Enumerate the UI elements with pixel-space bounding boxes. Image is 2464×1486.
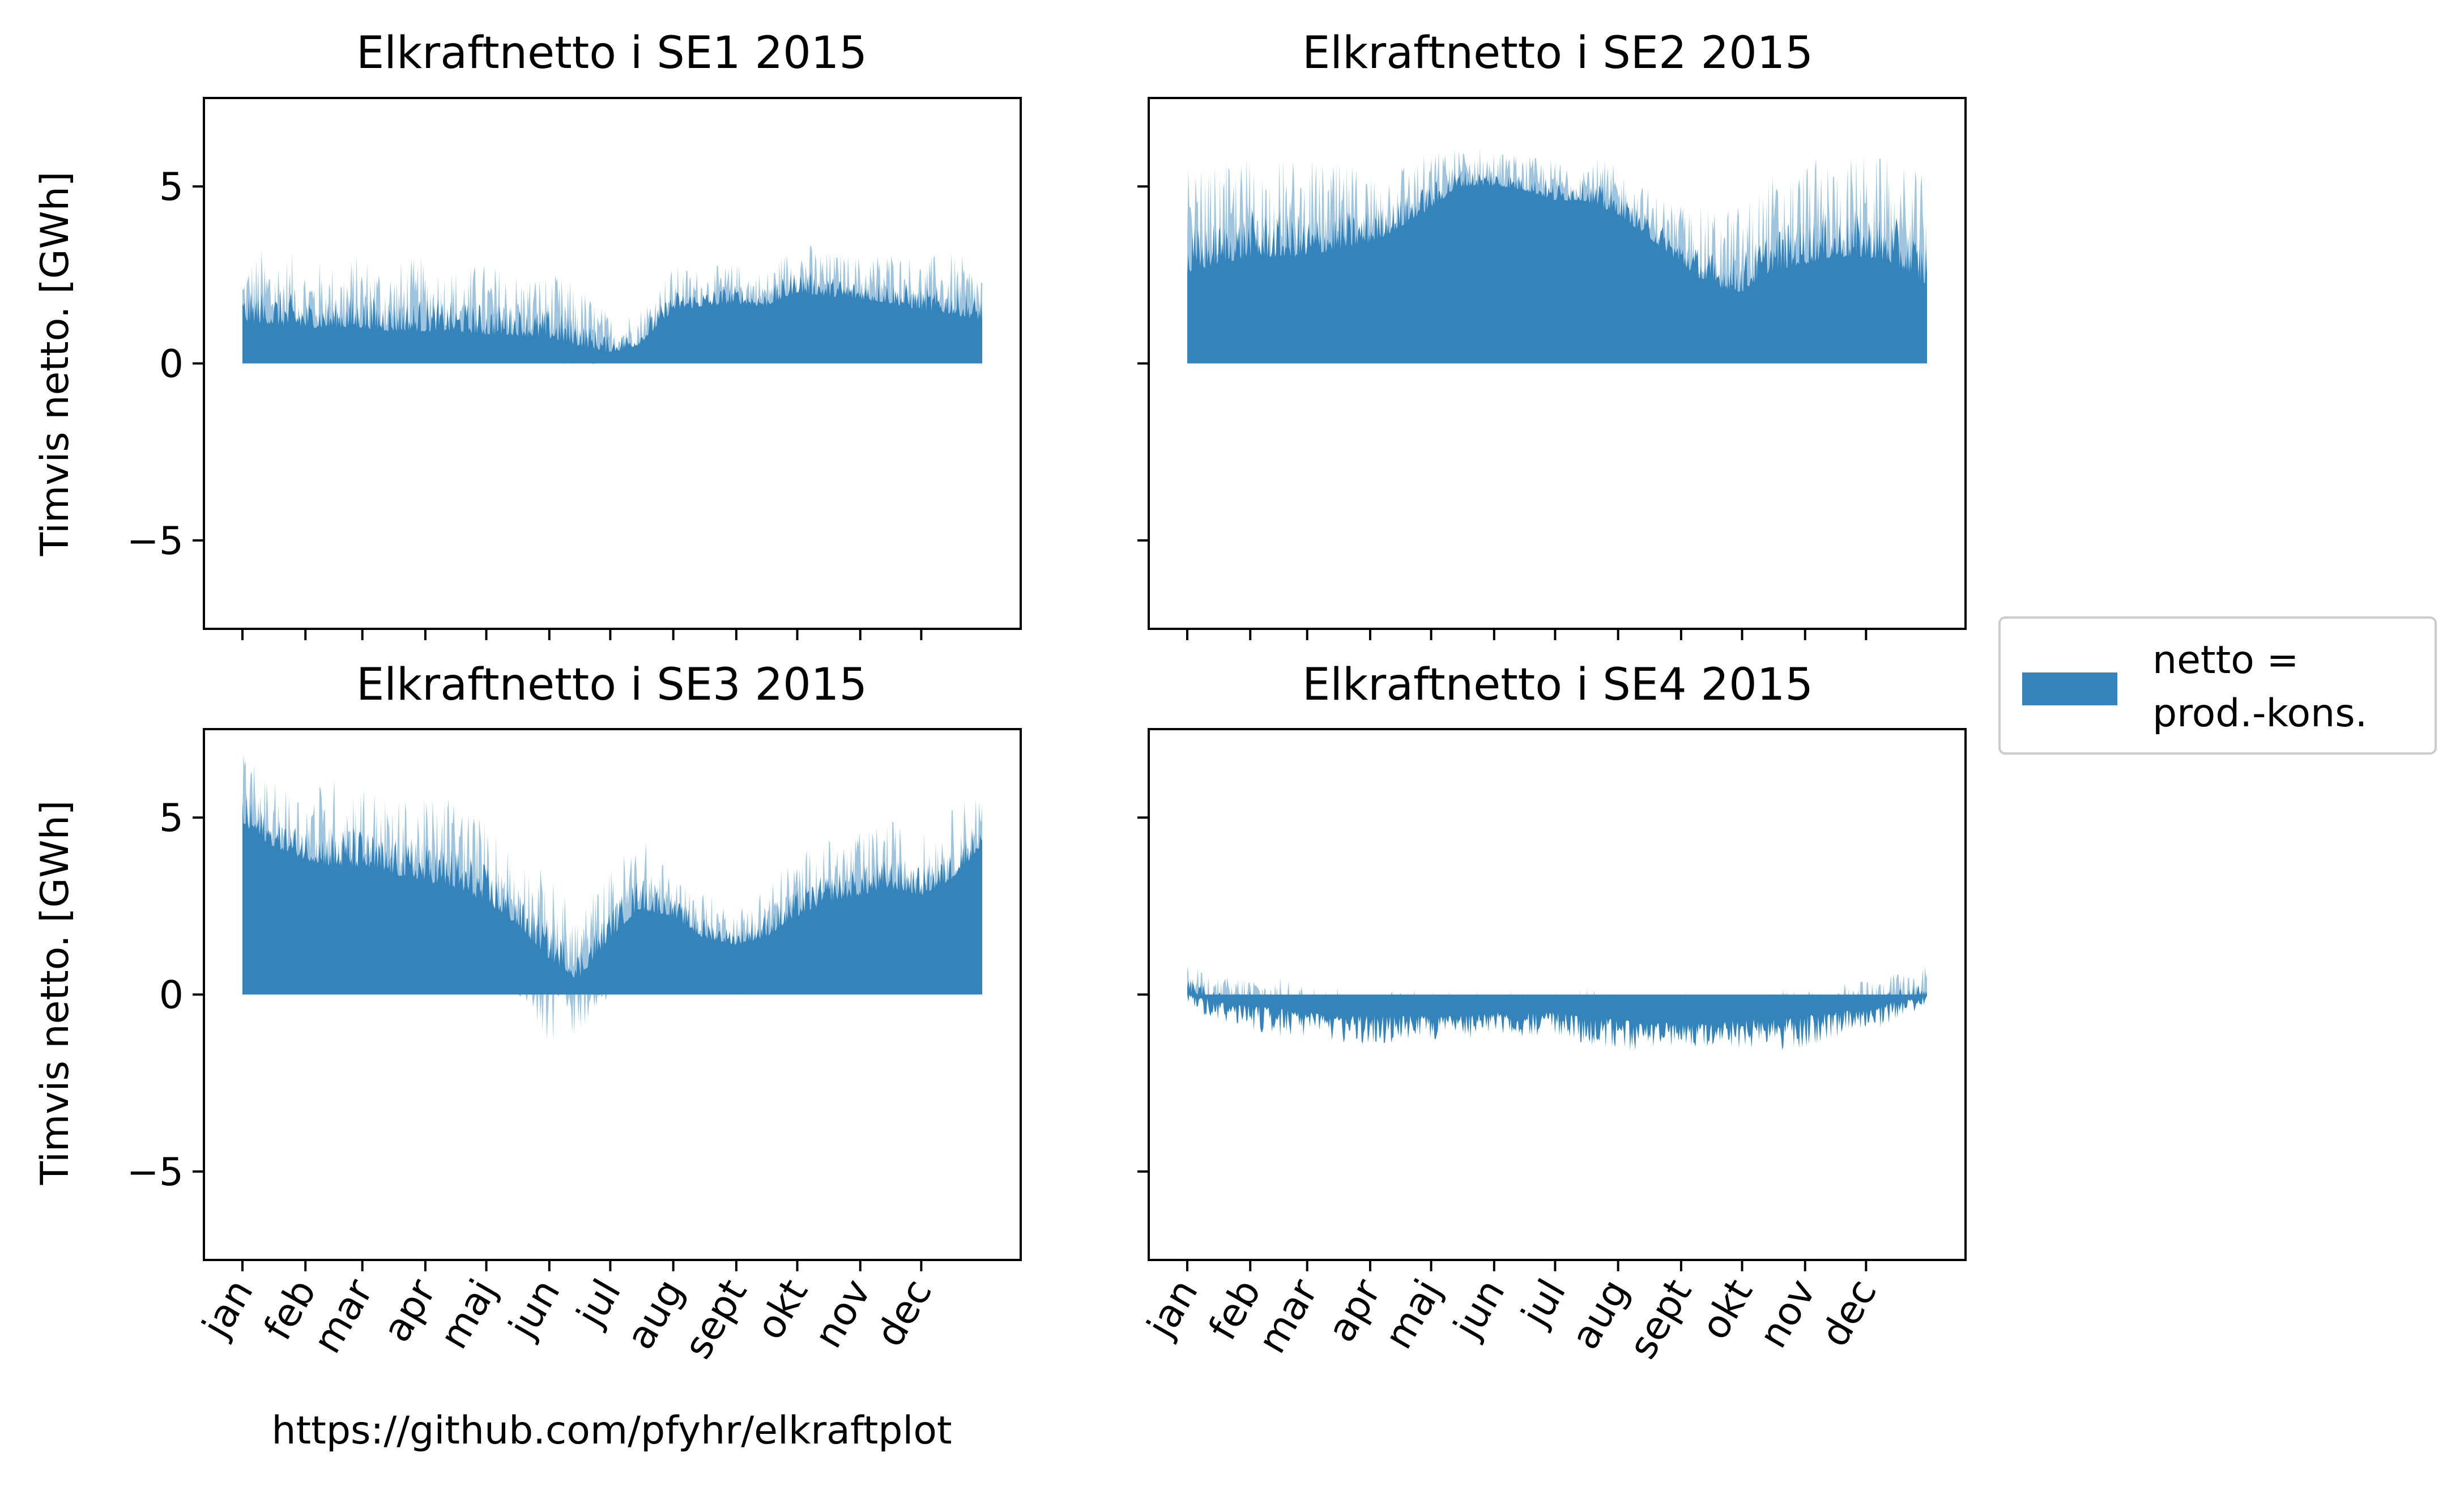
y-tick-label: 5 (159, 796, 184, 841)
plot-area (1187, 966, 1927, 1051)
area-negative-0 (242, 363, 982, 365)
y-ticks (1137, 185, 1149, 542)
area-negative-2 (242, 994, 982, 1041)
x-tick-label: nov (806, 1272, 880, 1356)
y-tick-label: 0 (159, 342, 184, 387)
legend-label-line2: prod.-kons. (2152, 691, 2367, 736)
x-ticks (1186, 629, 1868, 640)
x-ticks (241, 629, 923, 640)
y-ticks (1137, 816, 1149, 1173)
y-ticks: −5 0 5 (127, 796, 204, 1195)
x-tick-label: jan (1138, 1272, 1207, 1346)
legend: netto = prod.-kons. (1998, 616, 2437, 755)
x-tick-label: okt (748, 1272, 817, 1347)
y-tick-label: −5 (127, 1150, 184, 1195)
x-tick-label: mar (305, 1272, 382, 1361)
x-tick-label: okt (1693, 1272, 1762, 1347)
x-tick-label: apr (1319, 1272, 1390, 1349)
x-tick-label: jun (500, 1272, 569, 1347)
y-tick-label: −5 (127, 519, 184, 564)
area-body-0 (242, 271, 982, 364)
x-tick-label: jun (1445, 1272, 1514, 1347)
plot-area (242, 245, 982, 365)
subplot-title: Elkraftnetto i SE1 2015 (356, 28, 867, 79)
x-tick-label: maj (431, 1272, 506, 1356)
y-axis-label: Timvis netto. [GWh] (33, 172, 78, 557)
subplot-se2: Elkraftnetto i SE2 2015 (1137, 28, 1967, 640)
subplot-title: Elkraftnetto i SE3 2015 (356, 659, 867, 710)
x-tick-label: jul (1512, 1272, 1575, 1335)
legend-label-line1: netto = (2152, 638, 2299, 683)
x-tick-label: jul (568, 1272, 630, 1335)
x-tick-label: sept (1621, 1272, 1701, 1366)
y-axis-label: Timvis netto. [GWh] (33, 801, 78, 1186)
x-tick-label: nov (1751, 1272, 1825, 1356)
plot-area (242, 754, 982, 1041)
x-tick-label: apr (374, 1272, 445, 1349)
subplot-se4: Elkraftnetto i SE4 2015 janfebmaraprmajj… (1137, 659, 1967, 1366)
y-tick-label: 5 (159, 165, 184, 210)
x-tick-label: sept (676, 1272, 756, 1366)
legend-frame (1998, 616, 2437, 755)
legend-swatch (2022, 672, 2117, 705)
x-tick-label: maj (1376, 1272, 1451, 1356)
x-tick-label: dec (1812, 1272, 1886, 1354)
subplot-title: Elkraftnetto i SE4 2015 (1302, 659, 1813, 710)
x-tick-label: mar (1250, 1272, 1327, 1361)
subplot-title: Elkraftnetto i SE2 2015 (1302, 28, 1813, 79)
plot-area (1187, 148, 1927, 364)
area-body-2 (242, 794, 982, 995)
area-body-1 (1187, 169, 1927, 364)
subplot-se1: Elkraftnetto i SE1 2015 Timvis netto. [G… (33, 28, 1022, 640)
credit-url: https://github.com/pfyhr/elkraftplot (271, 1408, 952, 1453)
subplot-se3: Elkraftnetto i SE3 2015 Timvis netto. [G… (33, 659, 1022, 1366)
x-tick-label: jan (193, 1272, 262, 1346)
y-tick-label: 0 (159, 973, 184, 1018)
area-negative-3 (1187, 994, 1927, 1051)
x-tick-label: dec (867, 1272, 941, 1354)
y-ticks: −5 0 5 (127, 165, 204, 564)
